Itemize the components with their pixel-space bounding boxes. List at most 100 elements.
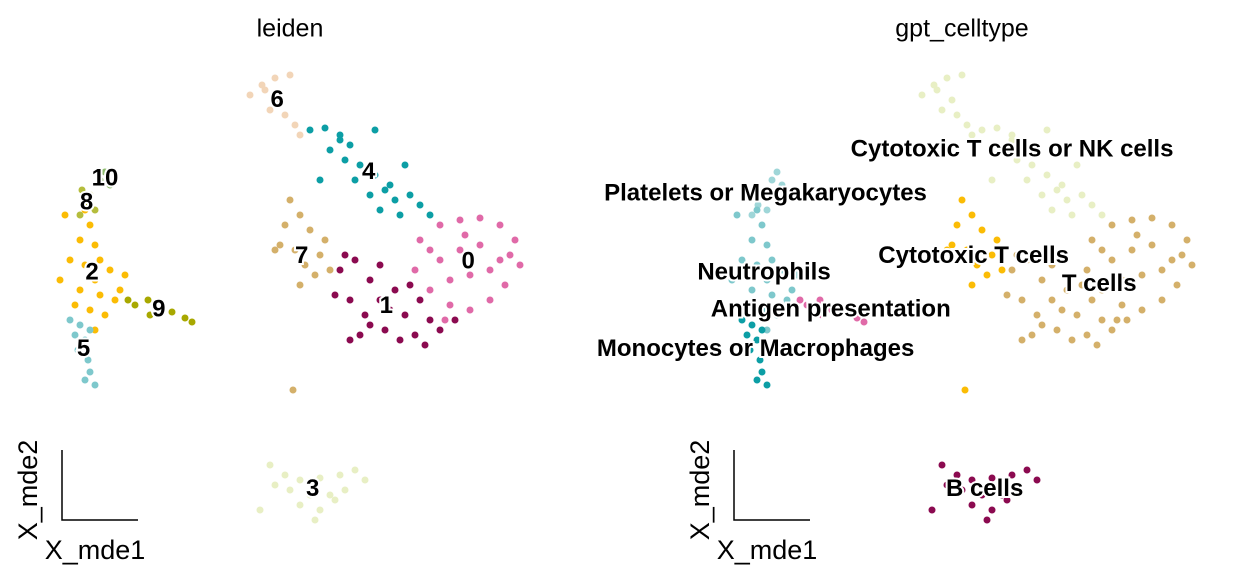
cell-point: [788, 286, 796, 294]
cell-point: [1028, 331, 1036, 339]
cell-point: [758, 326, 766, 334]
cell-point: [391, 286, 399, 294]
cell-point: [446, 301, 454, 309]
cell-point: [753, 206, 761, 214]
cluster-label: 3: [306, 475, 319, 502]
cell-point: [111, 296, 119, 304]
cell-point: [943, 481, 951, 489]
cell-point: [988, 251, 996, 259]
cell-point: [316, 176, 324, 184]
cell-point: [743, 331, 751, 339]
cell-point: [1108, 256, 1116, 264]
cell-point: [1053, 326, 1061, 334]
cell-point: [768, 256, 776, 264]
cell-point: [286, 196, 294, 204]
cell-point: [968, 476, 976, 484]
cell-point: [828, 306, 836, 314]
cell-point: [778, 181, 786, 189]
cell-point: [511, 236, 519, 244]
cell-point: [296, 211, 304, 219]
cell-point: [281, 221, 289, 229]
cell-point: [998, 491, 1006, 499]
chart-title: gpt_celltype: [895, 15, 1028, 43]
cell-point: [411, 266, 419, 274]
cell-point: [1118, 276, 1126, 284]
cell-point: [81, 376, 89, 384]
cluster-label: 10: [92, 164, 119, 191]
cell-point: [281, 471, 289, 479]
cell-point: [938, 106, 946, 114]
cell-point: [486, 296, 494, 304]
cell-point: [156, 306, 164, 314]
cell-point: [311, 516, 319, 524]
cell-point: [1008, 266, 1016, 274]
cell-point: [1158, 266, 1166, 274]
cell-point: [86, 191, 94, 199]
cell-point: [346, 141, 354, 149]
cell-point: [336, 131, 344, 139]
cell-point: [261, 86, 269, 94]
y-axis-label: X_mde2: [685, 440, 715, 541]
cell-point: [1008, 471, 1016, 479]
cell-point: [496, 221, 504, 229]
cell-point: [793, 271, 801, 279]
cell-point: [106, 181, 114, 189]
cell-point: [81, 261, 89, 269]
cluster-label: 0: [461, 248, 474, 275]
cell-point: [773, 168, 781, 176]
cluster-label: Cytotoxic T cells: [878, 242, 1069, 269]
cell-point: [1188, 261, 1196, 269]
cell-point: [91, 381, 99, 389]
cell-point: [860, 318, 868, 326]
cell-point: [1073, 311, 1081, 319]
cell-point: [1043, 126, 1051, 134]
cell-point: [738, 316, 746, 324]
cell-point: [346, 296, 354, 304]
cell-point: [1088, 201, 1096, 209]
cell-point: [276, 241, 284, 249]
cell-point: [943, 246, 951, 254]
cell-point: [351, 176, 359, 184]
cell-point: [131, 301, 139, 309]
cell-point: [306, 226, 314, 234]
cell-point: [341, 251, 349, 259]
cell-point: [86, 368, 94, 376]
cell-point: [346, 336, 354, 344]
cell-point: [271, 74, 279, 82]
cell-point: [361, 476, 369, 484]
cell-point: [436, 326, 444, 334]
cell-point: [1018, 296, 1026, 304]
cell-point: [66, 316, 74, 324]
cell-point: [381, 186, 389, 194]
cluster-label: Antigen presentation: [711, 296, 951, 323]
cell-point: [351, 256, 359, 264]
cell-point: [968, 211, 976, 219]
cell-point: [1118, 301, 1126, 309]
cell-point: [1183, 236, 1191, 244]
cell-point: [1123, 316, 1131, 324]
cell-point: [988, 176, 996, 184]
cell-point: [1083, 266, 1091, 274]
cell-point: [106, 266, 114, 274]
cell-point: [948, 241, 956, 249]
cell-point: [456, 246, 464, 254]
cell-point: [758, 368, 766, 376]
cell-point: [758, 221, 766, 229]
cell-point: [763, 381, 771, 389]
cell-point: [1088, 296, 1096, 304]
cell-point: [993, 236, 1001, 244]
cell-point: [401, 161, 409, 169]
cell-point: [336, 471, 344, 479]
cell-point: [144, 296, 152, 304]
cell-point: [1058, 306, 1066, 314]
cell-point: [61, 211, 69, 219]
cell-point: [1038, 321, 1046, 329]
cell-point: [371, 126, 379, 134]
cell-point: [291, 246, 299, 254]
cell-point: [1078, 281, 1086, 289]
cell-point: [1013, 156, 1021, 164]
cell-point: [998, 146, 1006, 154]
cell-point: [76, 321, 84, 329]
cell-point: [286, 486, 294, 494]
